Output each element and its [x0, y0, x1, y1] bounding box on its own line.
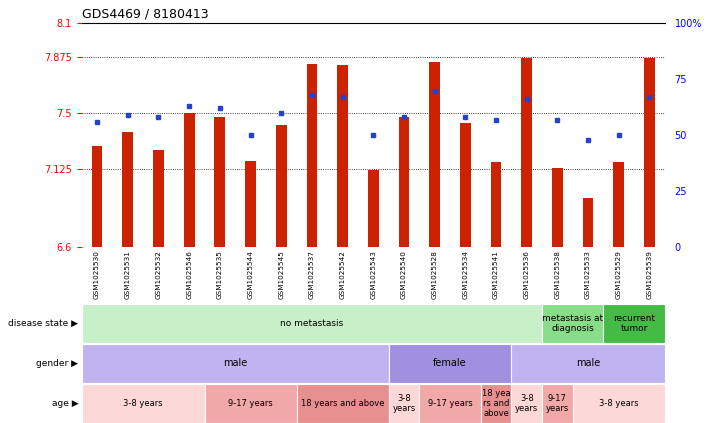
Text: male: male	[576, 358, 600, 368]
Bar	[368, 170, 379, 247]
Bar	[399, 118, 410, 247]
Bar	[552, 168, 563, 247]
Bar	[184, 113, 195, 247]
Bar	[122, 132, 133, 247]
Text: 3-8 years: 3-8 years	[599, 399, 638, 408]
Text: disease state ▶: disease state ▶	[9, 319, 78, 328]
Bar	[604, 304, 665, 343]
Bar	[82, 384, 205, 423]
Text: 3-8
years: 3-8 years	[515, 394, 538, 413]
Bar	[337, 65, 348, 247]
Bar	[205, 384, 296, 423]
Bar	[542, 384, 573, 423]
Bar	[460, 124, 471, 247]
Text: 3-8 years: 3-8 years	[123, 399, 163, 408]
Bar	[419, 384, 481, 423]
Text: recurrent
tumor: recurrent tumor	[613, 314, 655, 332]
Bar	[614, 162, 624, 247]
Bar	[153, 150, 164, 247]
Bar	[245, 161, 256, 247]
Bar	[82, 304, 542, 343]
Bar	[306, 63, 317, 247]
Bar	[583, 198, 594, 247]
Bar	[491, 162, 501, 247]
Bar	[542, 304, 604, 343]
Bar	[92, 146, 102, 247]
Text: metastasis at
diagnosis: metastasis at diagnosis	[542, 314, 604, 332]
Bar	[276, 125, 287, 247]
Text: no metastasis: no metastasis	[280, 319, 343, 328]
Bar	[511, 384, 542, 423]
Bar	[521, 58, 532, 247]
Text: female: female	[433, 358, 467, 368]
Bar	[389, 344, 511, 383]
Bar	[481, 384, 511, 423]
Text: 18 years and above: 18 years and above	[301, 399, 385, 408]
Text: 9-17
years: 9-17 years	[546, 394, 569, 413]
Bar	[389, 384, 419, 423]
Bar	[215, 118, 225, 247]
Text: gender ▶: gender ▶	[36, 359, 78, 368]
Bar	[511, 344, 665, 383]
Bar	[429, 62, 440, 247]
Text: age ▶: age ▶	[52, 399, 78, 408]
Text: 3-8
years: 3-8 years	[392, 394, 416, 413]
Text: GDS4469 / 8180413: GDS4469 / 8180413	[82, 8, 208, 21]
Text: 18 yea
rs and
above: 18 yea rs and above	[482, 389, 510, 418]
Bar	[573, 384, 665, 423]
Bar	[296, 384, 389, 423]
Text: 9-17 years: 9-17 years	[228, 399, 273, 408]
Text: male: male	[223, 358, 247, 368]
Bar	[644, 58, 655, 247]
Bar	[82, 344, 389, 383]
Text: 9-17 years: 9-17 years	[427, 399, 472, 408]
